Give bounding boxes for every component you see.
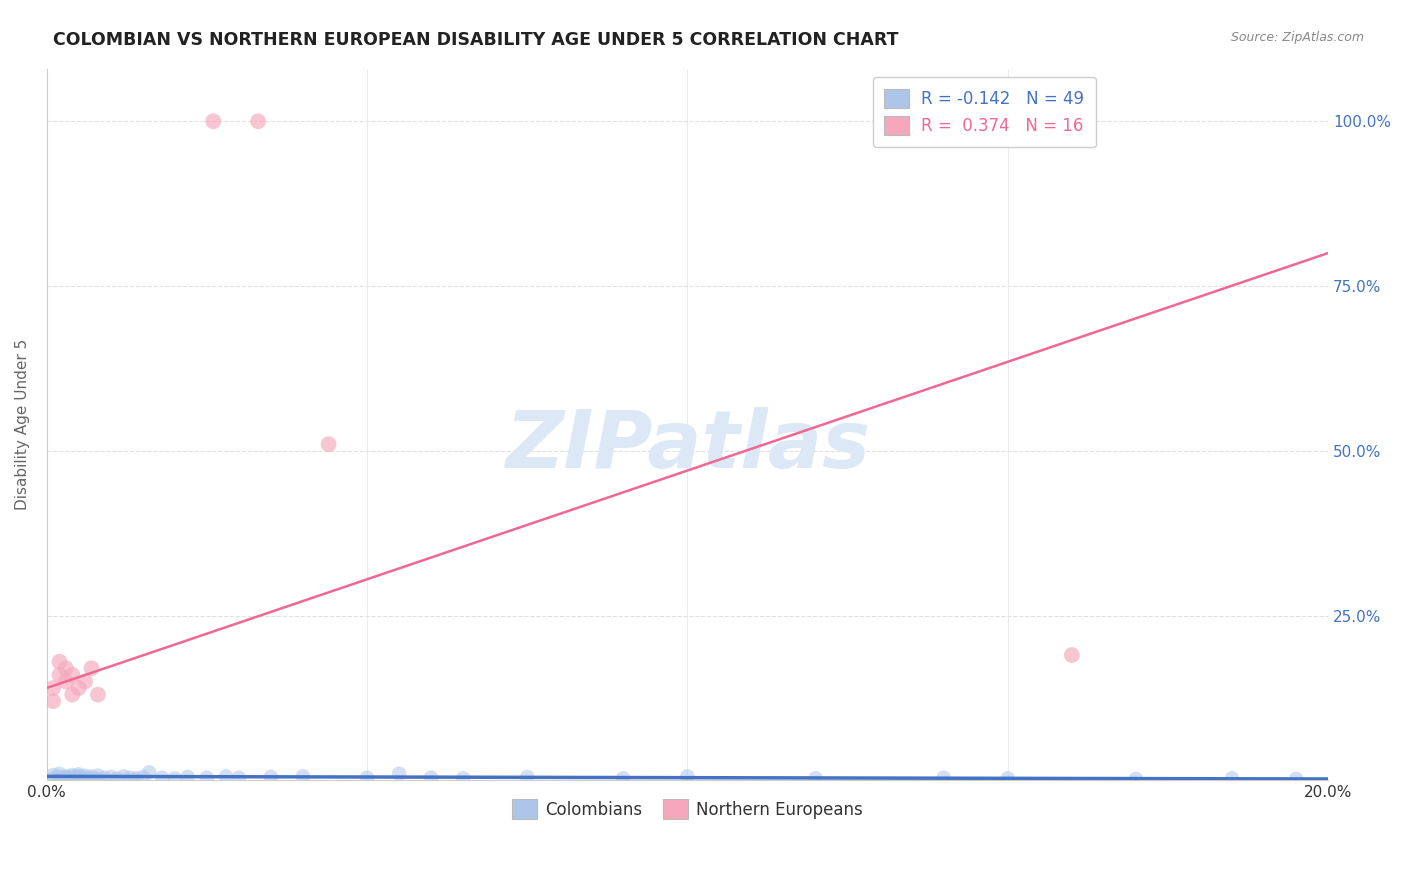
- Point: [176, 770, 198, 784]
- Point: [48, 766, 70, 780]
- Point: [932, 771, 955, 785]
- Point: [42, 772, 65, 786]
- Point: [356, 771, 378, 785]
- Point: [388, 766, 411, 780]
- Point: [260, 770, 283, 784]
- Point: [118, 771, 141, 785]
- Legend: Colombians, Northern Europeans: Colombians, Northern Europeans: [506, 793, 869, 825]
- Point: [60, 770, 83, 784]
- Point: [1060, 648, 1083, 662]
- Point: [42, 768, 65, 782]
- Point: [75, 674, 97, 689]
- Point: [150, 771, 173, 785]
- Text: COLOMBIAN VS NORTHERN EUROPEAN DISABILITY AGE UNDER 5 CORRELATION CHART: COLOMBIAN VS NORTHERN EUROPEAN DISABILIT…: [53, 31, 898, 49]
- Point: [60, 668, 83, 682]
- Point: [202, 114, 225, 128]
- Point: [55, 661, 77, 675]
- Point: [195, 771, 218, 785]
- Point: [132, 770, 155, 784]
- Point: [125, 772, 148, 786]
- Point: [87, 772, 110, 786]
- Point: [516, 770, 538, 784]
- Point: [112, 769, 135, 783]
- Point: [163, 772, 186, 786]
- Point: [42, 694, 65, 708]
- Point: [228, 771, 250, 785]
- Point: [48, 772, 70, 786]
- Point: [1285, 772, 1308, 786]
- Point: [247, 114, 270, 128]
- Point: [67, 767, 90, 781]
- Point: [87, 688, 110, 702]
- Y-axis label: Disability Age Under 5: Disability Age Under 5: [15, 339, 30, 510]
- Point: [138, 765, 160, 780]
- Point: [42, 681, 65, 695]
- Point: [215, 769, 238, 783]
- Point: [60, 688, 83, 702]
- Point: [612, 772, 634, 786]
- Point: [75, 771, 97, 785]
- Point: [804, 772, 827, 786]
- Point: [60, 768, 83, 782]
- Point: [1220, 772, 1243, 786]
- Point: [55, 772, 77, 786]
- Point: [100, 770, 122, 784]
- Point: [93, 771, 115, 785]
- Point: [67, 681, 90, 695]
- Point: [67, 772, 90, 786]
- Point: [105, 772, 128, 786]
- Point: [420, 771, 443, 785]
- Point: [80, 769, 103, 783]
- Point: [48, 655, 70, 669]
- Point: [318, 437, 340, 451]
- Point: [55, 674, 77, 689]
- Point: [48, 770, 70, 784]
- Point: [55, 771, 77, 785]
- Point: [67, 769, 90, 783]
- Point: [55, 769, 77, 783]
- Text: Source: ZipAtlas.com: Source: ZipAtlas.com: [1230, 31, 1364, 45]
- Point: [75, 769, 97, 783]
- Point: [60, 772, 83, 786]
- Point: [80, 661, 103, 675]
- Point: [80, 772, 103, 786]
- Point: [291, 769, 314, 783]
- Point: [451, 772, 474, 786]
- Point: [997, 772, 1019, 786]
- Point: [48, 668, 70, 682]
- Point: [1125, 772, 1147, 786]
- Text: ZIPatlas: ZIPatlas: [505, 407, 870, 484]
- Point: [87, 769, 110, 783]
- Point: [676, 769, 699, 783]
